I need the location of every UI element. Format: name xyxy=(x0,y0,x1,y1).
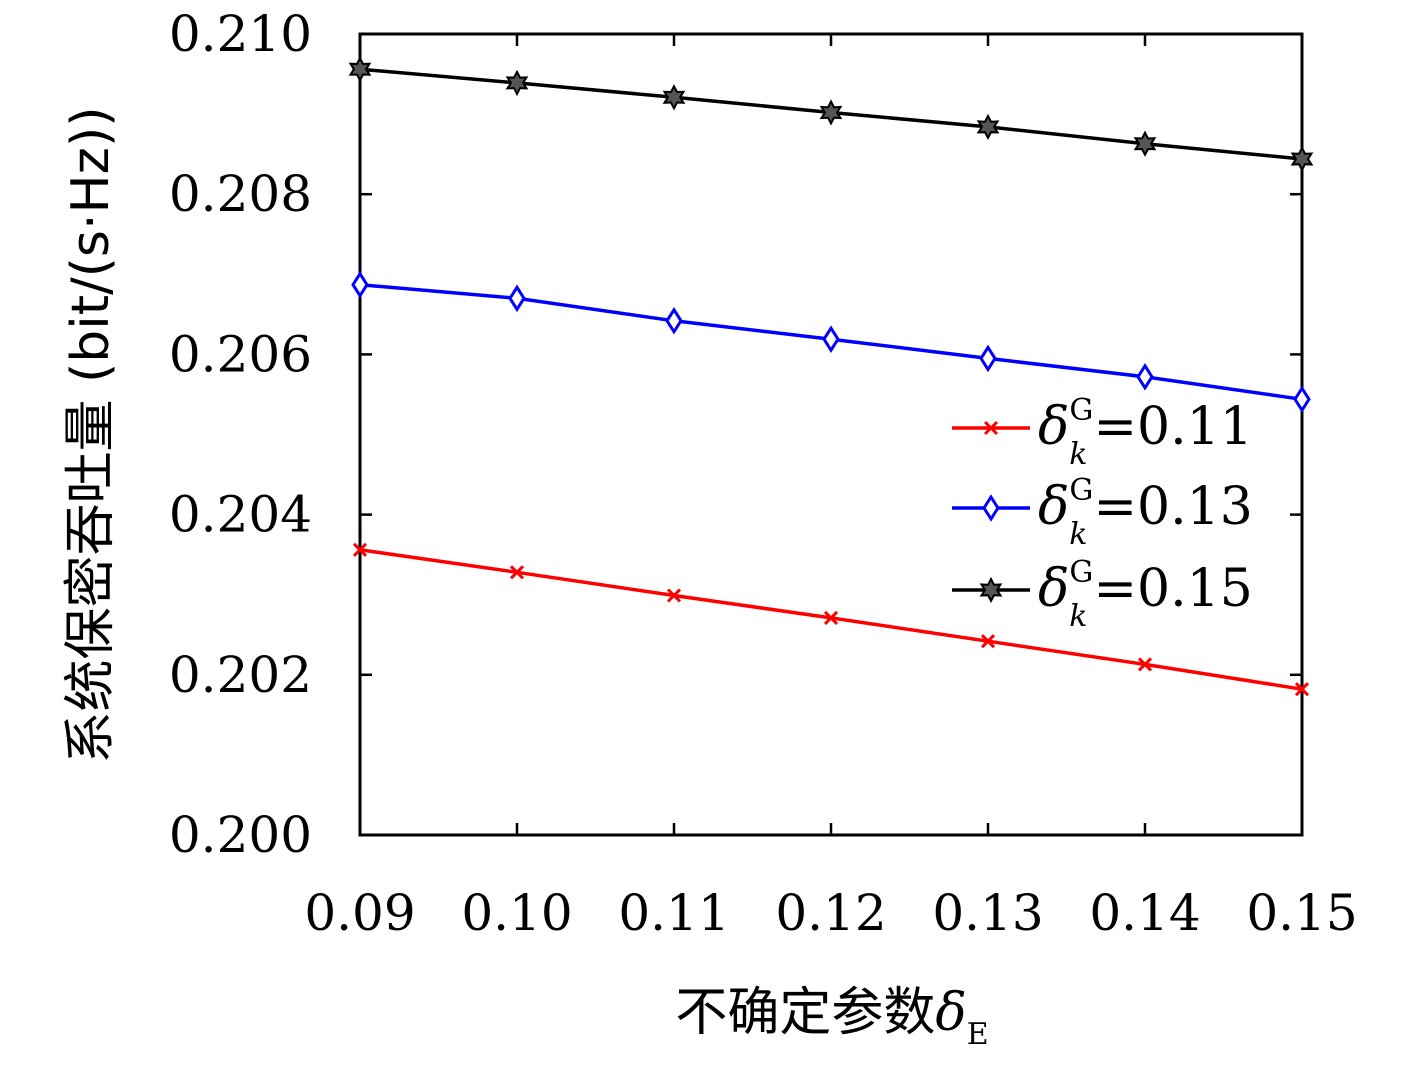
data-point xyxy=(1293,385,1311,414)
x-tick-label: 0.14 xyxy=(1089,884,1200,942)
data-point xyxy=(823,610,839,625)
series-2 xyxy=(351,270,1311,414)
y-axis-ticks: 0.200 0.202 0.204 0.206 0.208 0.210 xyxy=(169,5,1302,864)
x-tick-label: 0.10 xyxy=(461,884,572,942)
legend-entry: δG k =0.13 xyxy=(952,473,1253,552)
y-tick-label: 0.210 xyxy=(169,5,312,63)
data-point xyxy=(1136,363,1154,391)
data-point xyxy=(662,84,686,111)
series-layer xyxy=(348,56,1314,697)
legend-label: δG k =0.11 xyxy=(1038,393,1253,472)
data-point xyxy=(508,284,526,313)
data-point xyxy=(509,565,525,580)
x-axis-ticks: 0.09 0.10 0.11 0.12 0.13 0.14 0.15 xyxy=(304,34,1358,942)
x-tick-label: 0.15 xyxy=(1246,884,1357,942)
legend-label: δG k =0.15 xyxy=(1038,555,1253,634)
y-axis-title: 系统保密吞吐量 (bit/(s·Hz)) xyxy=(61,106,121,763)
x-tick-label: 0.12 xyxy=(775,884,886,942)
x-tick-label: 0.09 xyxy=(304,884,415,942)
y-tick-label: 0.204 xyxy=(169,486,312,544)
x-tick-label: 0.13 xyxy=(932,884,1043,942)
legend-entry: δG k =0.15 xyxy=(952,555,1253,634)
legend-marker xyxy=(983,420,999,436)
data-point xyxy=(819,99,843,126)
data-point xyxy=(351,270,369,299)
x-axis-title: 不确定参数δE xyxy=(675,983,988,1052)
data-point xyxy=(352,542,368,557)
data-point xyxy=(976,113,1000,141)
data-point xyxy=(505,69,529,97)
data-point xyxy=(980,634,996,649)
y-tick-label: 0.208 xyxy=(169,165,312,223)
y-tick-label: 0.206 xyxy=(169,325,312,383)
y-tick-label: 0.200 xyxy=(169,806,312,864)
data-point xyxy=(822,325,840,353)
data-point xyxy=(1294,682,1310,697)
series-1 xyxy=(352,542,1310,697)
legend-marker xyxy=(982,494,1000,522)
y-tick-label: 0.202 xyxy=(169,646,312,704)
data-point xyxy=(665,306,683,335)
legend-label: δG k =0.13 xyxy=(1038,473,1253,552)
legend-entry: δG k =0.11 xyxy=(952,393,1253,472)
data-point xyxy=(1133,130,1157,157)
data-point xyxy=(1137,657,1153,672)
data-point xyxy=(1290,145,1314,173)
x-tick-label: 0.11 xyxy=(618,884,729,942)
series-3 xyxy=(348,56,1314,173)
data-point xyxy=(666,588,682,603)
legend-marker xyxy=(979,576,1003,604)
data-point xyxy=(979,344,997,373)
data-point xyxy=(348,56,372,83)
